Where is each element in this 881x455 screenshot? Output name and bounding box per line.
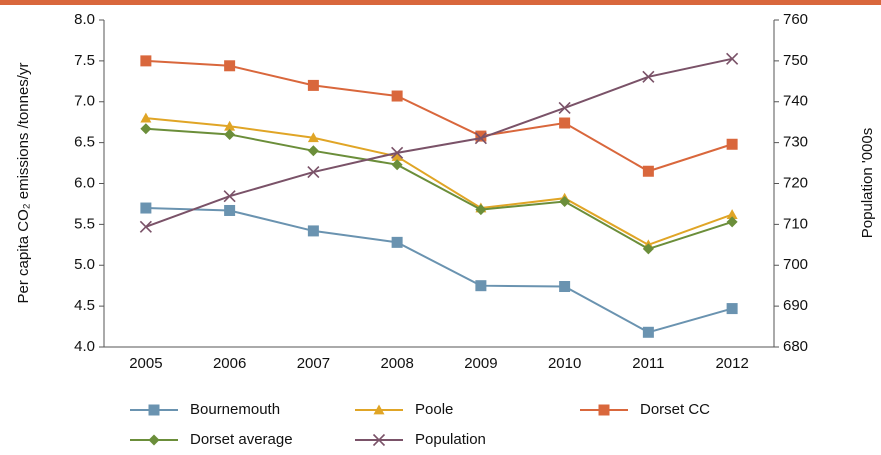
marker <box>642 165 654 177</box>
y2-tick-label: 740 <box>783 93 808 110</box>
marker <box>558 101 571 114</box>
marker <box>726 303 738 315</box>
legend-label: Dorset CC <box>640 401 710 418</box>
series-line <box>145 117 733 246</box>
legend-label: Dorset average <box>190 431 293 448</box>
marker <box>559 281 571 293</box>
y2-tick-label: 730 <box>783 134 808 151</box>
marker <box>391 159 403 171</box>
y2-tick-label: 760 <box>783 11 808 28</box>
x-tick-label: 2005 <box>129 355 162 372</box>
marker <box>642 243 654 255</box>
marker <box>642 326 654 338</box>
marker <box>642 70 655 83</box>
legend-marker <box>148 434 160 446</box>
marker <box>559 117 571 129</box>
marker <box>726 52 739 65</box>
series-line <box>145 127 733 250</box>
marker <box>559 195 571 207</box>
legend-marker <box>598 404 610 416</box>
marker <box>224 60 236 72</box>
series-line <box>145 57 733 228</box>
marker <box>475 204 487 216</box>
marker <box>307 132 319 143</box>
marker <box>391 146 404 159</box>
y2-tick-label: 710 <box>783 215 808 232</box>
marker <box>224 128 236 140</box>
marker <box>474 132 487 145</box>
y2-tick-label: 680 <box>783 338 808 355</box>
y-tick-label: 7.0 <box>74 93 95 110</box>
marker <box>140 55 152 67</box>
marker <box>475 280 487 292</box>
y-tick-label: 8.0 <box>74 11 95 28</box>
y2-tick-label: 700 <box>783 256 808 273</box>
y2-tick-label: 750 <box>783 52 808 69</box>
marker <box>307 79 319 91</box>
y-tick-label: 4.0 <box>74 338 95 355</box>
marker <box>391 90 403 102</box>
legend-marker <box>372 433 386 447</box>
marker <box>726 216 738 228</box>
x-tick-label: 2010 <box>548 355 581 372</box>
marker <box>726 209 738 219</box>
marker <box>475 130 487 142</box>
x-tick-label: 2008 <box>380 355 413 372</box>
marker <box>307 145 319 157</box>
marker <box>223 190 236 203</box>
x-tick-label: 2009 <box>464 355 497 372</box>
x-tick-label: 2007 <box>297 355 330 372</box>
y-tick-label: 7.5 <box>74 52 95 69</box>
y-tick-label: 4.5 <box>74 297 95 314</box>
y-tick-label: 5.5 <box>74 215 95 232</box>
marker <box>307 165 320 179</box>
marker <box>140 202 152 214</box>
series-line <box>145 59 733 173</box>
marker <box>139 220 152 233</box>
y-tick-label: 6.5 <box>74 134 95 151</box>
y2-axis-label: Population '000s <box>859 128 876 238</box>
marker <box>391 236 403 248</box>
y-axis-label: Per capita CO₂ emissions /tonnes/yr <box>15 63 32 304</box>
legend-label: Population <box>415 431 486 448</box>
marker <box>726 138 738 150</box>
x-tick-label: 2011 <box>632 355 664 372</box>
legend-label: Bournemouth <box>190 401 280 418</box>
y-tick-label: 6.0 <box>74 174 95 191</box>
marker <box>224 120 236 131</box>
top-band <box>0 0 881 5</box>
series-line <box>145 207 733 334</box>
marker <box>224 204 236 216</box>
legend-marker <box>373 404 385 415</box>
y2-tick-label: 720 <box>783 174 808 191</box>
x-tick-label: 2006 <box>213 355 246 372</box>
marker <box>140 123 152 135</box>
marker <box>391 151 403 161</box>
legend-label: Poole <box>415 401 453 418</box>
marker <box>307 225 319 237</box>
y-tick-label: 5.0 <box>74 256 95 273</box>
legend-marker <box>148 404 160 416</box>
y2-tick-label: 690 <box>783 297 808 314</box>
x-tick-label: 2012 <box>715 355 748 372</box>
marker <box>140 112 152 123</box>
